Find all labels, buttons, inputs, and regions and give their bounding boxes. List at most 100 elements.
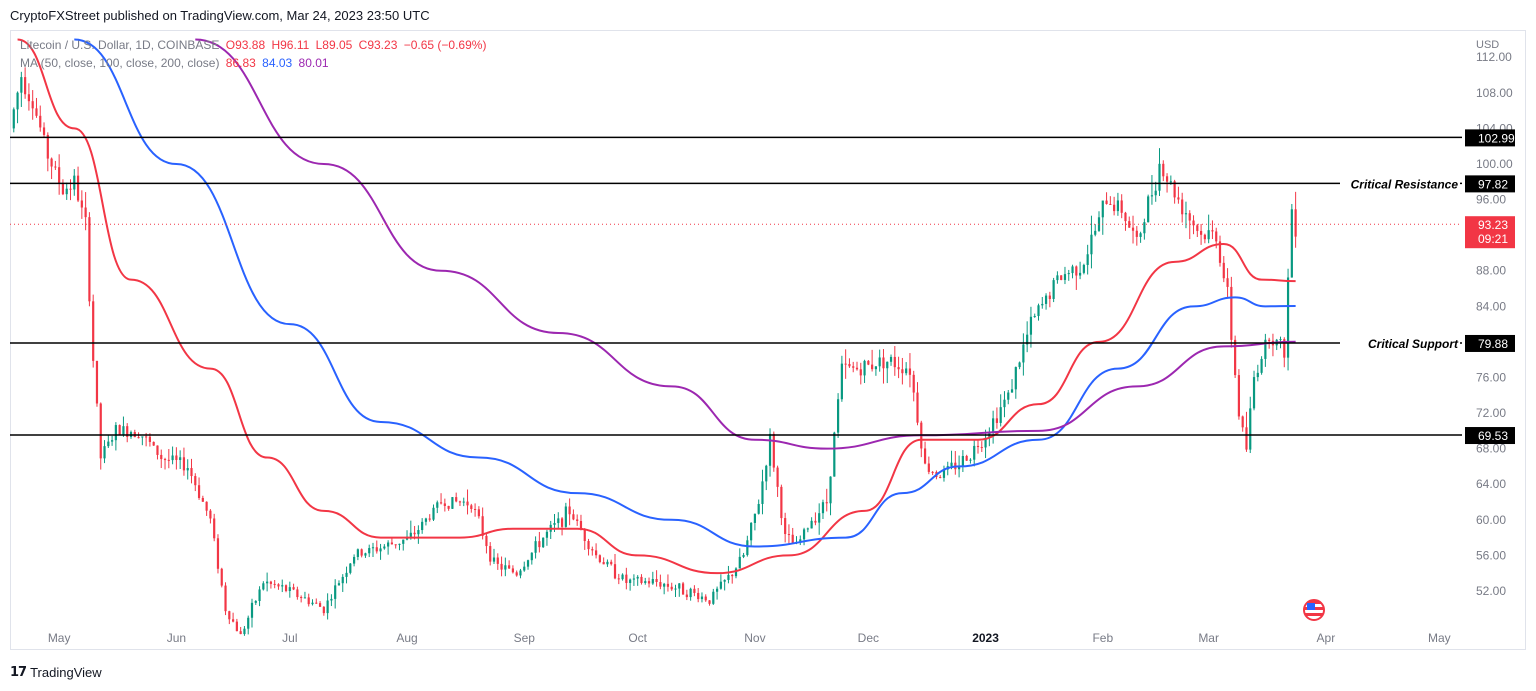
candle-body [458,501,462,503]
candle-body [126,426,129,437]
candle-body [814,520,817,523]
candle-body [1169,181,1172,183]
candle-body [871,364,874,370]
last-price-label: 93.23 [1478,218,1508,232]
candle-body [916,392,919,423]
level-price-label: 102.99 [1478,131,1515,145]
candle-body [674,588,677,590]
candle-body [515,572,518,576]
us-flag-icon[interactable] [1303,599,1325,621]
candle-body [613,564,617,579]
candle-body [436,502,439,508]
candle-body [957,465,961,470]
candle-body [927,463,930,472]
candle-body [723,579,726,582]
candle-body [882,357,885,369]
candle-body [746,540,749,555]
candle-body [156,445,159,455]
candles [12,67,1297,636]
candle-body [190,468,193,477]
candle-body [1181,199,1184,215]
candle-body [1203,234,1206,240]
candle-body [663,583,666,587]
y-tick-label: 100.00 [1476,157,1513,171]
candle-body [307,597,310,605]
candle-body [224,585,227,612]
candle-body [243,628,246,635]
candle-body [186,468,189,471]
candle-body [402,539,405,544]
candle-body [439,502,443,504]
candle-body [942,469,946,478]
candle-body [107,441,110,447]
candle-body [1237,375,1241,417]
candle-body [58,167,61,184]
x-tick-label: Dec [858,631,879,645]
candle-body [455,497,458,502]
y-tick-label: 64.00 [1476,477,1506,491]
tradingview-brand[interactable]: 𝟭𝟳 TradingView [10,664,102,680]
candle-body [1105,200,1108,204]
candle-body [1044,295,1048,304]
candle-body [681,583,685,595]
candle-body [61,183,65,195]
candle-body [557,518,560,524]
y-tick-label: 52.00 [1476,584,1506,598]
candle-body [784,518,787,535]
candle-body [163,459,167,461]
candle-body [961,455,964,466]
candle-body [855,367,859,370]
candle-body [288,587,291,591]
candle-body [1290,209,1293,278]
legend-ohlc: Litecoin / U.S. Dollar, 1D, COINBASE O93… [20,38,489,52]
candle-body [840,363,843,400]
level-price-label: 97.82 [1478,177,1508,191]
candle-body [1207,230,1210,240]
candle-body [1048,295,1051,299]
candle-body [1056,275,1059,281]
candle-body [1268,339,1271,341]
candle-body [636,576,639,579]
candle-body [1199,230,1203,235]
candle-body [489,546,492,562]
y-tick-label: 88.00 [1476,264,1506,278]
candle-body [296,589,299,598]
candle-body [76,175,80,201]
candle-body [84,207,87,218]
candle-body [715,588,719,592]
candle-body [1177,197,1180,200]
candle-body [213,518,216,539]
candle-body [1041,303,1044,306]
candle-body [833,432,836,477]
x-tick-label: Apr [1317,631,1336,645]
candle-body [447,505,450,509]
candle-body [31,101,34,109]
candle-body [152,441,155,446]
candle-body [965,455,968,461]
candle-body [492,557,496,562]
candle-body [1294,209,1297,237]
candle-body [1014,367,1017,390]
candle-body [1283,339,1286,358]
candle-body [228,611,231,620]
candle-body [95,360,99,404]
candle-body [46,134,49,159]
y-tick-label: 108.00 [1476,86,1513,100]
candle-body [995,418,999,423]
candle-body [734,568,738,577]
ma-line-ma100 [74,38,1296,548]
candle-body [999,407,1002,423]
candle-body [897,367,900,370]
candle-body [889,356,893,362]
candle-body [451,497,454,509]
candle-body [1124,212,1127,222]
candle-body [780,486,783,519]
candle-body [356,549,359,557]
level-price-tag [1465,334,1515,352]
y-tick-label: 84.00 [1476,299,1506,313]
candle-body [171,455,174,461]
candle-body [1245,427,1248,450]
candle-body [303,597,307,599]
candle-body [39,115,42,128]
